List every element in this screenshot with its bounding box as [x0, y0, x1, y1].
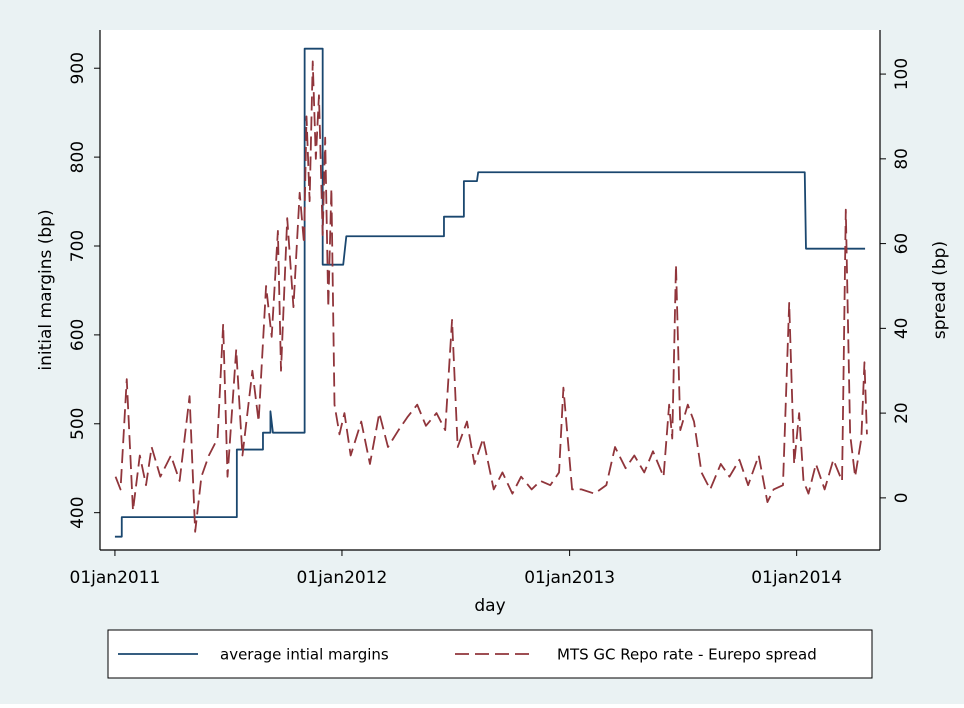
y2-tick-label: 100 [892, 58, 912, 90]
plot-area [100, 30, 880, 550]
legend [107, 629, 873, 679]
y-tick-label: 700 [68, 230, 88, 262]
y-tick-label: 600 [68, 319, 88, 351]
x-tick-label: 01jan2013 [524, 568, 615, 588]
legend-label: average intial margins [220, 646, 389, 664]
y2-tick-label: 60 [892, 233, 912, 255]
y-tick-label: 500 [68, 408, 88, 440]
y-tick-label: 800 [68, 141, 88, 173]
y-axis-title: initial margins (bp) [36, 209, 56, 370]
x-tick-label: 01jan2011 [70, 568, 161, 588]
x-tick-label: 01jan2012 [297, 568, 388, 588]
series-line [114, 47, 866, 538]
x-tick-label: 01jan2014 [751, 568, 842, 588]
y2-tick-label: 0 [892, 492, 912, 503]
y2-tick-label: 80 [892, 148, 912, 170]
y-tick-label: 900 [68, 52, 88, 84]
y2-tick-label: 20 [892, 402, 912, 424]
x-axis-title: day [474, 596, 505, 616]
y-tick-label: 400 [68, 496, 88, 528]
series-line [114, 60, 868, 533]
y2-tick-label: 40 [892, 318, 912, 340]
y2-axis-title: spread (bp) [930, 241, 950, 339]
legend-label: MTS GC Repo rate - Eurepo spread [557, 646, 817, 664]
